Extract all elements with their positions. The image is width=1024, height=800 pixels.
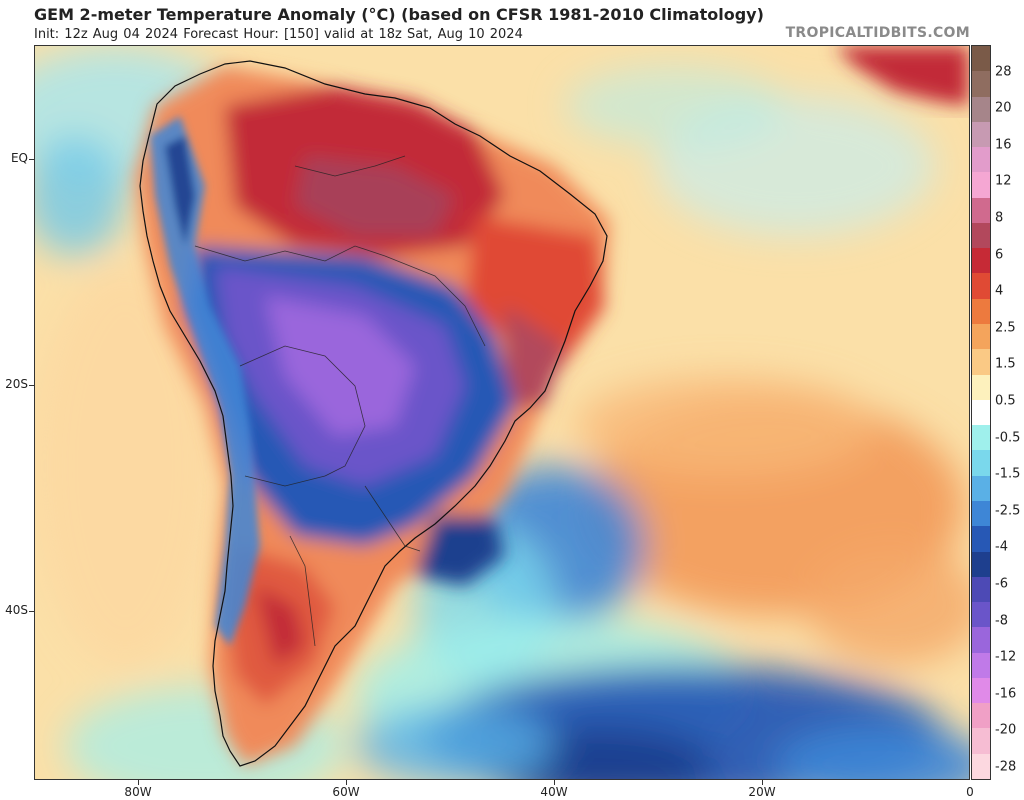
- color-scale-swatch: [972, 703, 990, 729]
- color-scale-label: -0.5: [995, 430, 1021, 446]
- color-scale-swatch: [972, 475, 990, 502]
- color-scale-swatch: [972, 753, 990, 780]
- color-scale-swatch: [972, 172, 990, 199]
- color-scale-swatch: [972, 627, 990, 654]
- color-scale-swatch: [972, 450, 990, 477]
- lon-label-20w: 20W: [748, 785, 776, 799]
- country-borders: [194, 155, 486, 647]
- coastline: [139, 60, 608, 767]
- color-scale-label: -20: [995, 722, 1017, 738]
- color-scale-label: 2.5: [995, 320, 1016, 336]
- lat-label-eq: EQ: [10, 151, 28, 165]
- lat-tick: [29, 385, 34, 386]
- color-scale-label: 6: [995, 247, 1004, 263]
- color-scale-label: -12: [995, 649, 1017, 665]
- color-scale-swatch: [972, 273, 990, 300]
- color-scale-swatch: [972, 576, 990, 603]
- color-scale-swatch: [972, 46, 990, 72]
- color-scale-swatch: [972, 728, 990, 755]
- color-scale-swatch: [972, 324, 990, 350]
- color-scale-swatch: [972, 248, 990, 274]
- color-scale-bar: [971, 45, 991, 780]
- color-scale-label: 1.5: [995, 356, 1016, 372]
- lat-label-40s: 40S: [5, 603, 28, 617]
- color-scale-label: -4: [995, 539, 1008, 555]
- color-scale-label: -2.5: [995, 503, 1021, 519]
- color-scale-swatch: [972, 602, 990, 628]
- color-scale-label: 16: [995, 137, 1012, 153]
- lon-tick: [138, 780, 139, 785]
- lat-tick: [29, 159, 34, 160]
- color-scale-swatch: [972, 374, 990, 401]
- color-scale-swatch: [972, 551, 990, 578]
- color-scale-swatch: [972, 652, 990, 679]
- color-scale-swatch: [972, 147, 990, 173]
- lon-label-80w: 80W: [124, 785, 152, 799]
- lat-label-20s: 20S: [5, 377, 28, 391]
- color-scale-swatch: [972, 425, 990, 451]
- color-scale-label: 12: [995, 173, 1012, 189]
- lon-label-0: 0: [966, 785, 974, 799]
- anomaly-field: [35, 46, 969, 779]
- lon-tick: [346, 780, 347, 785]
- color-scale-label: 28: [995, 64, 1012, 80]
- color-scale-label: -16: [995, 686, 1017, 702]
- lon-tick: [554, 780, 555, 785]
- color-scale-swatch: [972, 399, 990, 426]
- lon-tick: [762, 780, 763, 785]
- temperature-anomaly-map[interactable]: [34, 45, 970, 780]
- color-scale-label: 4: [995, 283, 1004, 299]
- color-scale-label: -6: [995, 576, 1008, 592]
- color-scale-label: 20: [995, 100, 1012, 116]
- color-scale-swatch: [972, 197, 990, 224]
- color-scale-label: -28: [995, 759, 1017, 775]
- color-scale-swatch: [972, 222, 990, 249]
- color-scale-swatch: [972, 121, 990, 148]
- color-scale-swatch: [972, 526, 990, 552]
- color-scale-swatch: [972, 500, 990, 527]
- forecast-info: Init: 12z Aug 04 2024 Forecast Hour: [15…: [34, 27, 523, 42]
- color-scale-label: 8: [995, 210, 1004, 226]
- color-scale-swatch: [972, 349, 990, 376]
- color-scale-swatch: [972, 71, 990, 98]
- color-scale-label: -1.5: [995, 466, 1021, 482]
- lon-label-60w: 60W: [332, 785, 360, 799]
- map-title: GEM 2-meter Temperature Anomaly (°C) (ba…: [34, 5, 764, 24]
- color-scale-label: -8: [995, 613, 1008, 629]
- color-scale-label: 0.5: [995, 393, 1016, 409]
- color-scale-swatch: [972, 677, 990, 704]
- lat-tick: [29, 611, 34, 612]
- lon-label-40w: 40W: [540, 785, 568, 799]
- brand-label[interactable]: TROPICALTIDBITS.COM: [785, 25, 970, 41]
- color-scale-swatch: [972, 298, 990, 325]
- color-scale-swatch: [972, 96, 990, 123]
